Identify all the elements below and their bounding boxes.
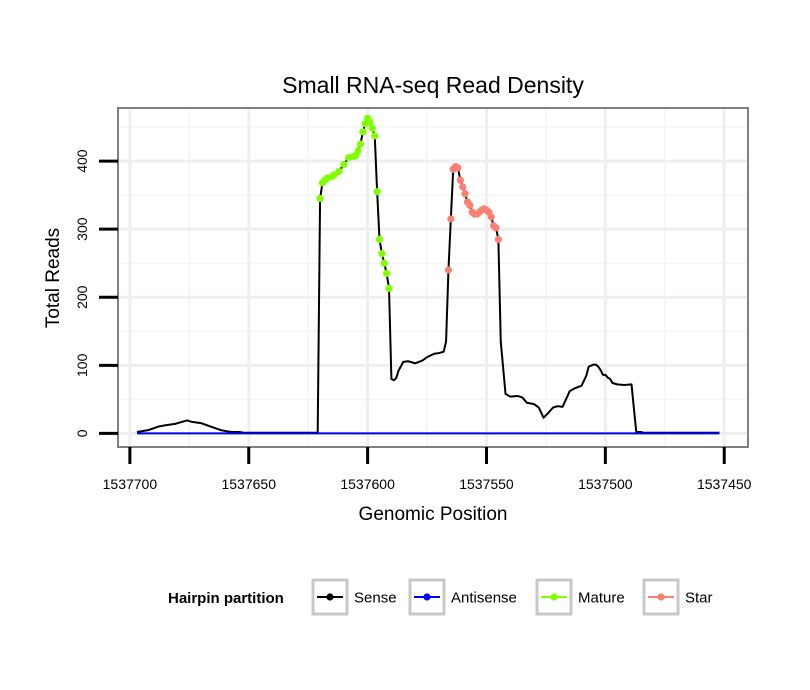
data-point-mature — [354, 147, 362, 155]
data-point-star — [466, 201, 474, 209]
y-tick-label: 300 — [74, 217, 90, 241]
legend-label: Mature — [578, 590, 625, 607]
x-tick-label: 1537450 — [697, 476, 752, 492]
legend-key-point — [423, 593, 431, 601]
data-point-star — [454, 164, 462, 172]
data-point-mature — [378, 250, 386, 258]
y-tick-label: 400 — [74, 149, 90, 173]
data-point-mature — [366, 118, 374, 126]
x-tick-label: 1537550 — [459, 476, 514, 492]
legend-label: Sense — [354, 590, 397, 607]
legend-item-star: Star — [642, 578, 713, 616]
series-layer — [136, 114, 720, 435]
legend-key-point — [326, 593, 334, 601]
data-point-star — [444, 266, 453, 274]
legend: Hairpin partition Sense Antisense Mature St… — [168, 578, 713, 616]
legend-label: Star — [685, 590, 713, 607]
data-point-mature — [371, 132, 379, 140]
data-point-mature — [335, 167, 343, 175]
x-tick-label: 1537600 — [340, 476, 395, 492]
x-tick-label: 1537700 — [103, 476, 158, 492]
series-points-mature — [316, 114, 393, 292]
y-tick-label: 100 — [74, 353, 90, 377]
data-point-star — [492, 224, 500, 232]
data-point-star — [487, 213, 495, 221]
x-axis-title: Genomic Position — [359, 504, 508, 525]
legend-label: Antisense — [451, 590, 517, 607]
legend-key-point — [550, 593, 558, 601]
data-point-star — [494, 235, 502, 243]
legend-item-antisense: Antisense — [408, 578, 517, 616]
data-point-mature — [375, 235, 384, 243]
chart-title: Small RNA-seq Read Density — [282, 72, 584, 98]
data-point-mature — [359, 128, 367, 136]
data-point-mature — [383, 269, 391, 278]
legend-item-sense: Sense — [311, 578, 397, 616]
x-axis: 1537700 1537650 1537600 1537550 1537500 15374… — [103, 447, 752, 492]
y-tick-label: 200 — [74, 285, 90, 309]
y-axis-title: Total Reads — [43, 228, 64, 328]
data-point-star — [447, 215, 455, 223]
legend-title: Hairpin partition — [168, 590, 284, 607]
legend-item-mature: Mature — [535, 578, 625, 616]
x-tick-label: 1537500 — [578, 476, 633, 492]
data-point-mature — [316, 194, 324, 203]
data-point-mature — [373, 188, 381, 196]
data-point-mature — [368, 124, 376, 133]
data-point-mature — [340, 160, 348, 169]
data-point-mature — [385, 284, 393, 292]
data-point-star — [461, 190, 469, 198]
legend-key-point — [657, 593, 665, 601]
data-point-mature — [356, 140, 365, 148]
plot-background — [118, 108, 748, 447]
legend-items: Sense Antisense Mature Star — [311, 578, 713, 616]
series-points-star — [444, 162, 502, 274]
y-axis: 0 100 200 300 400 — [74, 149, 118, 437]
data-point-star — [456, 176, 464, 184]
plot-panel — [117, 107, 749, 448]
plot-border — [117, 107, 749, 448]
x-tick-label: 1537650 — [221, 476, 276, 492]
data-point-star — [459, 183, 467, 191]
data-point-mature — [380, 259, 388, 267]
y-tick-label: 0 — [74, 429, 90, 437]
